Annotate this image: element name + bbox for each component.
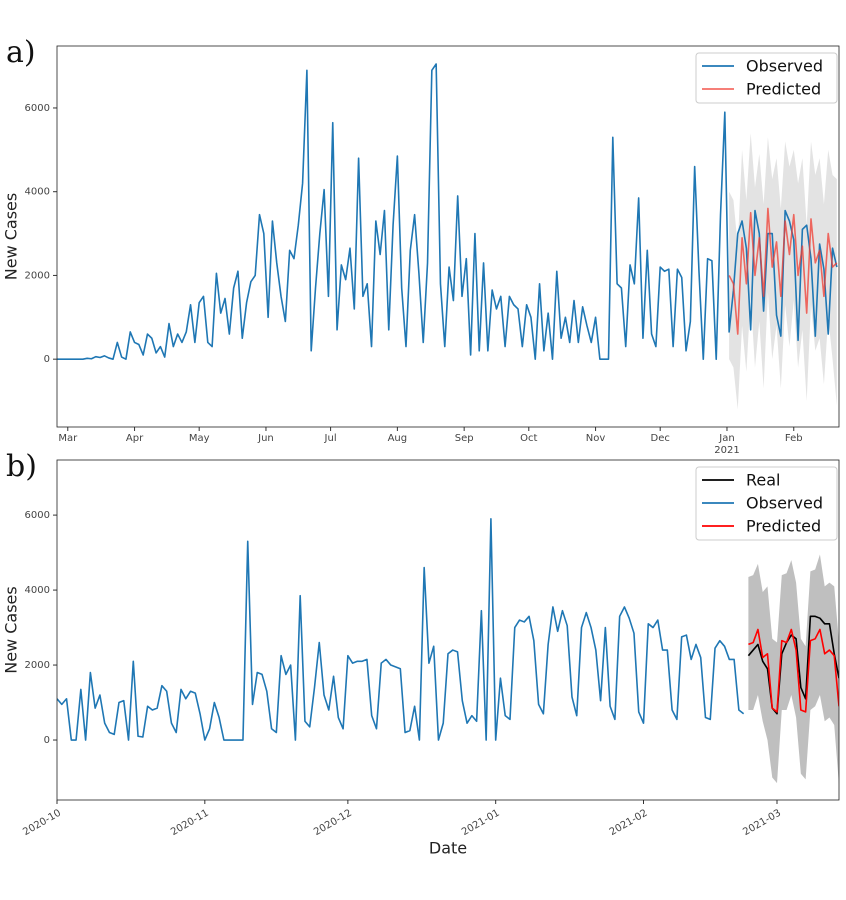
- panel: 0 2000 4000 6000 2020-10 2020-11 2020-12 2021-0…: [2, 449, 840, 858]
- axes-frame: [56, 459, 840, 801]
- x-tick-label: Apr: [126, 433, 144, 444]
- axes-frame: [56, 45, 840, 428]
- legend-label: Observed: [746, 57, 823, 76]
- x-tick-label: Aug: [388, 433, 408, 444]
- plot-area: [57, 46, 839, 427]
- x-tick-label: 2020-12: [312, 808, 354, 838]
- legend-label: Predicted: [746, 80, 821, 99]
- x-tick-label: 2020-10: [21, 808, 63, 838]
- x-tick-label: Jul: [324, 433, 337, 444]
- x-tick-label: Jan: [718, 433, 734, 444]
- x-tick-label: 2021-02: [608, 808, 650, 838]
- x-tick-label: 2020-11: [169, 808, 211, 838]
- y-tick-label: 0: [44, 354, 50, 365]
- prediction-interval: [748, 554, 839, 786]
- x-tick-label: Nov: [586, 433, 606, 444]
- y-tick-label: 6000: [25, 103, 50, 114]
- y-tick-label: 4000: [25, 187, 50, 198]
- y-tick-label: 2000: [25, 270, 50, 281]
- y-tick-label: 6000: [25, 510, 50, 521]
- x-tick-label: Jun: [257, 433, 274, 444]
- panel-label: b): [6, 449, 37, 484]
- legend-label: Real: [746, 471, 781, 490]
- x-tick-label: Oct: [520, 433, 537, 444]
- series-line: [57, 518, 745, 741]
- x-tick-label: Feb: [785, 433, 803, 444]
- y-tick-label: 2000: [25, 660, 50, 671]
- legend-box: [695, 466, 838, 541]
- y-tick-label: 4000: [25, 585, 50, 596]
- series-line: [57, 63, 838, 360]
- y-axis-label: New Cases: [2, 586, 21, 673]
- legend-label: Predicted: [746, 517, 821, 536]
- x-offset-label: 2021: [714, 445, 739, 456]
- series-line: [728, 207, 838, 335]
- series-line: [748, 628, 839, 713]
- panel-label: a): [6, 35, 36, 70]
- x-tick-label: May: [189, 433, 210, 444]
- x-tick-label: Dec: [651, 433, 670, 444]
- legend-label: Observed: [746, 494, 823, 513]
- x-axis-label: Date: [429, 839, 467, 858]
- x-tick-label: Mar: [58, 433, 78, 444]
- x-tick-label: 2021-01: [460, 808, 502, 838]
- panel: 0 2000 4000 6000 Mar Apr May Jun Jul Aug Sep Oct Nov…: [2, 35, 840, 456]
- y-tick-label: 0: [44, 735, 50, 746]
- x-tick-label: Sep: [455, 433, 474, 444]
- y-axis-label: New Cases: [2, 193, 21, 280]
- x-tick-label: 2021-03: [741, 808, 783, 838]
